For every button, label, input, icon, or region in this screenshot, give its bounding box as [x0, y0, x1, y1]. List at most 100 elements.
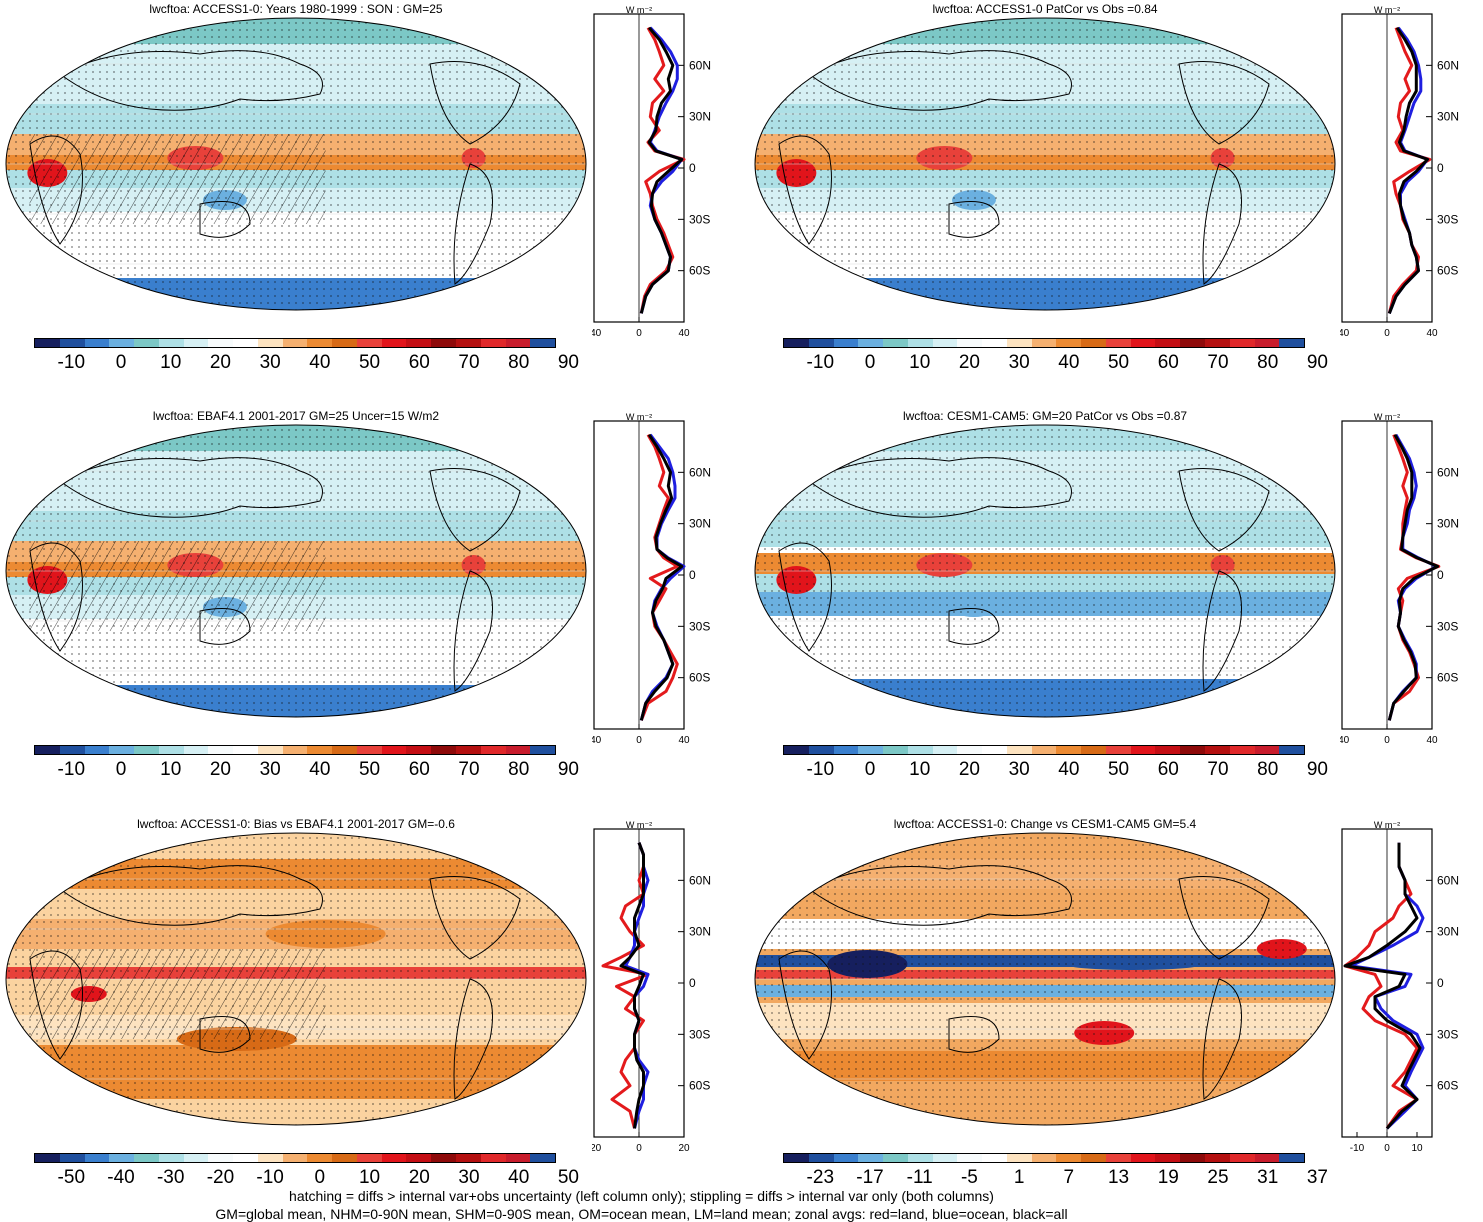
colorbar-swatch [784, 746, 809, 754]
colorbar-swatch [858, 1154, 884, 1162]
colorbar-swatch [84, 1154, 110, 1162]
colorbar-swatch [982, 1154, 1007, 1162]
latitude-tick-label: 0 [689, 976, 696, 990]
colorbar-tick-label: 50 [557, 1167, 579, 1188]
colorbar-swatch [1180, 746, 1206, 754]
colorbar-swatch [907, 339, 933, 347]
colorbar-swatch [1229, 339, 1255, 347]
zonal-unit-label: W m⁻² [1374, 6, 1400, 15]
colorbar-tick-label: 20 [958, 759, 980, 780]
colorbar-swatch [907, 1154, 933, 1162]
zonal-unit-label: W m⁻² [626, 821, 652, 830]
colorbar-swatch [431, 1154, 457, 1162]
zonal-x-tick-label: 0 [1384, 328, 1390, 339]
zonal-series-all [639, 433, 684, 721]
colorbar-swatch [907, 746, 933, 754]
colorbar-tick-label: -50 [57, 1167, 86, 1188]
colorbar-tick-label: 90 [557, 759, 579, 780]
colorbar-tick-label: 50 [358, 352, 381, 373]
colorbar-swatch [1205, 339, 1230, 347]
latitude-tick-label: 60N [1437, 58, 1459, 72]
latitude-tick-label: 60N [1437, 873, 1459, 887]
colorbar-swatch [883, 746, 908, 754]
colorbar-tick-label: 40 [1058, 759, 1080, 780]
colorbar-swatch [1155, 1154, 1181, 1162]
colorbar-swatch [59, 746, 85, 754]
colorbar-swatch [505, 339, 531, 347]
colorbar-swatch [833, 1154, 859, 1162]
zonal-x-tick-label: 0 [636, 735, 642, 746]
colorbar-swatch [406, 746, 432, 754]
colorbar-swatch [784, 1154, 809, 1162]
map-globe [5, 17, 587, 311]
latitude-tick-label: 30S [1437, 1027, 1458, 1041]
latitude-tick-label: 0 [1437, 568, 1444, 582]
colorbar-tick-label: -20 [206, 1167, 235, 1188]
colorbar-swatch [208, 339, 234, 347]
colorbar-swatch [1180, 339, 1206, 347]
latitude-tick-label: 60S [1437, 671, 1458, 685]
zonal-series-land [639, 26, 686, 314]
colorbar-swatch [158, 339, 184, 347]
colorbar-swatch [1056, 339, 1082, 347]
latitude-tick-label: 60N [689, 58, 711, 72]
zonal-series-all [1387, 433, 1440, 721]
colorbar-swatch [282, 746, 308, 754]
colorbar-tick-label: -10 [256, 1167, 284, 1188]
zonal-series-land [601, 842, 650, 1129]
zonal-mean-plot: W m⁻² 60N 30N 0 30S 60S -40 0 40 [592, 6, 711, 339]
colorbar-swatch [183, 339, 209, 347]
colorbar-swatch [307, 339, 333, 347]
colorbar-swatch [233, 746, 258, 754]
colorbar-swatch [1031, 746, 1057, 754]
colorbar-swatch [59, 339, 85, 347]
colorbar-swatch [1006, 1154, 1032, 1162]
colorbar-tick-label: 40 [309, 352, 331, 373]
colorbar-swatch [505, 1154, 531, 1162]
latitude-tick-label: 30S [1437, 212, 1458, 226]
colorbar-tick-label: 30 [458, 1167, 480, 1188]
colorbar-swatch [530, 339, 556, 347]
colorbar-swatch [456, 746, 481, 754]
colorbar-swatch [1105, 339, 1131, 347]
colorbar-tick-label: 10 [358, 1167, 381, 1188]
zonal-mean-plot: W m⁻² 60N 30N 0 30S 60S -10 0 10 [1341, 821, 1459, 1154]
colorbar-swatch [932, 339, 958, 347]
colorbar-tick-label: -40 [107, 1167, 135, 1188]
latitude-tick-label: 60S [1437, 264, 1458, 278]
colorbar-swatch [957, 1154, 983, 1162]
colorbar-swatch [332, 746, 357, 754]
colorbar-tick-label: 0 [115, 759, 127, 780]
colorbar-tick-label: 0 [864, 759, 876, 780]
colorbar-swatch [307, 746, 333, 754]
colorbar-swatch [505, 746, 531, 754]
colorbar-swatch [1205, 1154, 1230, 1162]
zonal-series-all [1387, 26, 1429, 314]
colorbar-tick-label: 31 [1257, 1167, 1279, 1188]
colorbar-swatch [35, 339, 60, 347]
zonal-series-land [639, 433, 679, 721]
latitude-tick-label: 30N [689, 110, 711, 124]
colorbar [783, 745, 1305, 755]
colorbar-tick-label: -10 [806, 759, 835, 780]
map-globe [754, 832, 1336, 1126]
latitude-tick-label: 60N [689, 465, 711, 479]
colorbar-swatch [808, 746, 834, 754]
colorbar-swatch [530, 746, 556, 754]
colorbar-tick-label: 50 [358, 759, 381, 780]
colorbar-swatch [1130, 746, 1156, 754]
colorbar-swatch [431, 746, 457, 754]
colorbar-swatch [883, 339, 908, 347]
zonal-unit-label: W m⁻² [626, 6, 652, 15]
latitude-tick-label: 60S [689, 264, 710, 278]
latitude-tick-label: 30N [689, 925, 711, 939]
latitude-tick-label: 0 [689, 161, 696, 175]
colorbar-swatch [406, 339, 432, 347]
zonal-series-all [1343, 842, 1422, 1130]
latitude-tick-label: 60N [689, 873, 711, 887]
colorbar-tick-label: 30 [1008, 759, 1030, 780]
colorbar-swatch [1081, 1154, 1106, 1162]
colorbar-swatch [158, 1154, 184, 1162]
colorbar-swatch [381, 339, 407, 347]
colorbar-tick-label: -11 [906, 1167, 933, 1188]
